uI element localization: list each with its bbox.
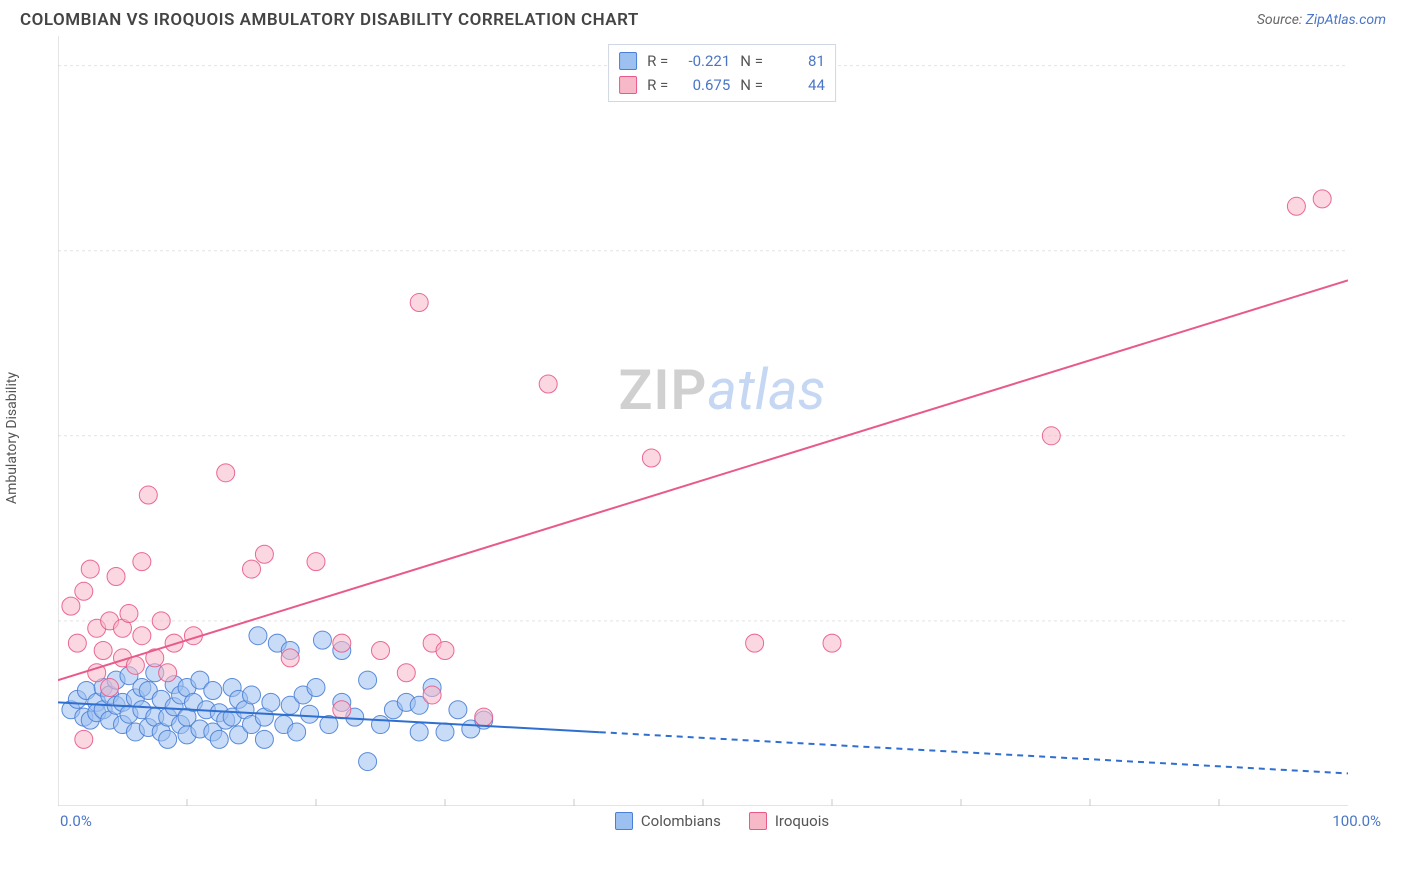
n-label: N = (740, 73, 763, 97)
r-label: R = (647, 73, 668, 97)
n-label: N = (740, 49, 763, 73)
plot-container: R = -0.221 N = 81 R = 0.675 N = 44 ZIPat… (58, 36, 1386, 806)
legend-swatch-iroquois (749, 812, 767, 830)
r-value-iroquois: 0.675 (678, 73, 730, 97)
scatter-plot (58, 36, 1348, 806)
legend-label-iroquois: Iroquois (775, 812, 829, 830)
legend-item-iroquois: Iroquois (749, 812, 829, 830)
chart-title: COLOMBIAN VS IROQUOIS AMBULATORY DISABIL… (20, 10, 639, 30)
legend-label-colombians: Colombians (641, 812, 721, 830)
stats-row-iroquois: R = 0.675 N = 44 (619, 73, 825, 97)
swatch-colombians (619, 52, 637, 70)
source-link[interactable]: ZipAtlas.com (1306, 12, 1386, 28)
r-value-colombians: -0.221 (678, 49, 730, 73)
stats-legend-box: R = -0.221 N = 81 R = 0.675 N = 44 (608, 44, 836, 102)
x-max-label: 100.0% (1332, 812, 1381, 830)
legend-swatch-colombians (615, 812, 633, 830)
n-value-colombians: 81 (773, 49, 825, 73)
chart-area: Ambulatory Disability R = -0.221 N = 81 … (20, 36, 1386, 840)
source-prefix: Source: (1257, 12, 1306, 28)
x-axis-bar: 0.0% Colombians Iroquois 100.0% (20, 812, 1386, 840)
x-min-label: 0.0% (60, 812, 92, 830)
n-value-iroquois: 44 (773, 73, 825, 97)
stats-row-colombians: R = -0.221 N = 81 (619, 49, 825, 73)
legend-item-colombians: Colombians (615, 812, 721, 830)
source-attribution: Source: ZipAtlas.com (1257, 12, 1386, 28)
swatch-iroquois (619, 76, 637, 94)
chart-header: COLOMBIAN VS IROQUOIS AMBULATORY DISABIL… (0, 0, 1406, 36)
y-axis-label: Ambulatory Disability (4, 372, 20, 504)
series-legend: Colombians Iroquois (58, 812, 1386, 830)
r-label: R = (647, 49, 668, 73)
